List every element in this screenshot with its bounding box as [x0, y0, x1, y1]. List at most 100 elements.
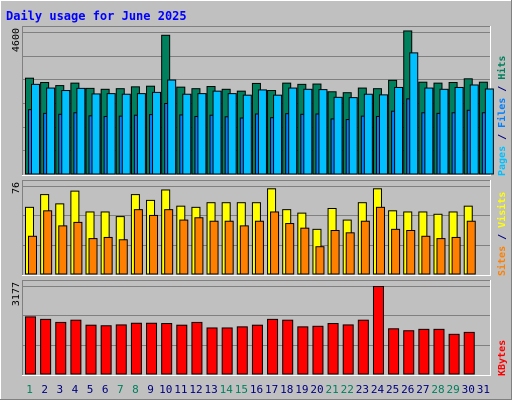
bar-sites-day-7	[118, 239, 128, 275]
bar-pages-day-23	[363, 93, 373, 175]
bar-kbytes-day-2	[40, 318, 52, 375]
bar-pages-day-25	[394, 86, 404, 175]
bar-sites-day-1	[28, 235, 37, 275]
bar-kbytes-day-26	[403, 330, 415, 375]
bar-kbytes-day-22	[342, 324, 354, 375]
bar-sites-day-5	[88, 238, 98, 275]
bar-sites-day-29	[451, 236, 461, 275]
bar-pages-day-10	[167, 79, 177, 175]
x-tick-label-day-15: 15	[235, 383, 248, 396]
bar-pages-day-14	[227, 93, 237, 175]
legend-kbytes: KBytes	[497, 340, 508, 376]
bar-sites-day-26	[406, 230, 416, 275]
bar-kbytes-day-30	[463, 331, 475, 375]
bar-kbytes-day-15	[236, 326, 248, 375]
bar-sites-day-13	[209, 220, 219, 275]
kbytes-panel: 3177 KBytes	[11, 280, 508, 376]
bar-sites-day-8	[133, 209, 143, 275]
bar-sites-day-9	[149, 214, 159, 275]
bar-sites-day-17	[270, 211, 280, 275]
bar-pages-day-20	[318, 89, 328, 175]
bar-kbytes-day-7	[115, 324, 127, 375]
x-tick-label-day-29: 29	[447, 383, 460, 396]
bar-sites-day-18	[285, 223, 295, 275]
bar-sites-day-27	[421, 235, 431, 275]
x-tick-label-day-30: 30	[462, 383, 475, 396]
bar-kbytes-day-17	[267, 318, 279, 375]
legend-hits: Hits	[496, 56, 508, 80]
x-tick-label-day-9: 9	[147, 383, 154, 396]
bar-kbytes-day-27	[418, 328, 430, 375]
bar-pages-day-8	[136, 93, 146, 175]
legend-sites: Sites	[496, 246, 508, 276]
bar-pages-day-13	[212, 90, 222, 175]
bar-pages-day-21	[333, 96, 343, 175]
bar-pages-day-24	[378, 94, 388, 175]
bar-kbytes-day-20	[312, 325, 324, 375]
bar-pages-day-31	[484, 88, 494, 175]
bar-kbytes-day-13	[206, 327, 218, 375]
x-tick-label-day-25: 25	[386, 383, 399, 396]
visits-sites-panel: 76 Sites / Visits	[11, 180, 508, 276]
x-tick-label-day-16: 16	[250, 383, 263, 396]
bar-pages-day-19	[303, 88, 313, 175]
bar-kbytes-day-12	[191, 321, 203, 375]
bar-kbytes-day-24	[372, 286, 384, 375]
bar-kbytes-day-14	[221, 327, 233, 375]
x-tick-label-day-31: 31	[477, 383, 490, 396]
bar-pages-day-30	[469, 84, 479, 175]
hits-files-pages-ymax-label: 4600	[11, 28, 22, 52]
x-tick-label-day-10: 10	[159, 383, 172, 396]
x-tick-label-day-6: 6	[102, 383, 109, 396]
bar-sites-day-15	[239, 225, 249, 275]
x-tick-label-day-23: 23	[356, 383, 369, 396]
x-tick-label-day-19: 19	[295, 383, 308, 396]
bar-sites-day-22	[345, 232, 355, 275]
bar-pages-day-16	[257, 89, 267, 175]
x-tick-label-day-18: 18	[280, 383, 293, 396]
bar-kbytes-day-29	[448, 333, 460, 375]
x-tick-label-day-7: 7	[117, 383, 124, 396]
bar-sites-day-30	[466, 220, 476, 275]
legend-visits: Visits	[496, 192, 508, 228]
visits-sites-ymax-label: 76	[11, 182, 22, 194]
bar-pages-day-26	[409, 52, 419, 175]
bar-sites-day-21	[330, 230, 340, 275]
x-tick-label-day-11: 11	[174, 383, 187, 396]
x-tick-label-day-26: 26	[401, 383, 414, 396]
bar-pages-day-6	[106, 93, 116, 175]
bar-kbytes-day-19	[297, 326, 309, 375]
bar-kbytes-day-9	[146, 322, 158, 375]
bar-kbytes-day-21	[327, 323, 339, 375]
bar-pages-day-15	[242, 94, 252, 175]
bar-kbytes-day-28	[433, 328, 445, 375]
bar-kbytes-day-16	[251, 324, 263, 375]
chart-title: Daily usage for June 2025	[6, 9, 187, 23]
legend-pages: Pages	[497, 146, 508, 176]
bar-pages-day-29	[454, 86, 464, 175]
x-tick-label-day-24: 24	[371, 383, 385, 396]
bar-pages-day-1	[31, 83, 40, 175]
bar-pages-day-18	[288, 87, 298, 175]
bar-pages-day-9	[152, 91, 162, 175]
bar-pages-day-17	[273, 94, 283, 175]
bar-kbytes-day-1	[25, 316, 36, 375]
bar-sites-day-11	[179, 219, 189, 275]
x-tick-label-day-14: 14	[220, 383, 234, 396]
x-tick-label-day-4: 4	[72, 383, 79, 396]
bar-kbytes-day-4	[70, 319, 82, 375]
x-tick-label-day-21: 21	[326, 383, 339, 396]
x-tick-label-day-17: 17	[265, 383, 278, 396]
bar-pages-day-4	[76, 87, 86, 175]
bar-pages-day-28	[439, 88, 449, 175]
visits-sites-legend: Sites / Visits	[496, 192, 508, 276]
kbytes-legend: KBytes	[497, 340, 508, 376]
bar-pages-day-2	[46, 87, 56, 175]
x-tick-label-day-2: 2	[41, 383, 48, 396]
bar-sites-day-10	[164, 209, 174, 275]
bar-pages-day-7	[121, 93, 131, 175]
bar-sites-day-19	[300, 227, 310, 275]
x-tick-label-day-27: 27	[416, 383, 429, 396]
bar-sites-day-28	[436, 238, 446, 275]
x-tick-label-day-5: 5	[87, 383, 94, 396]
